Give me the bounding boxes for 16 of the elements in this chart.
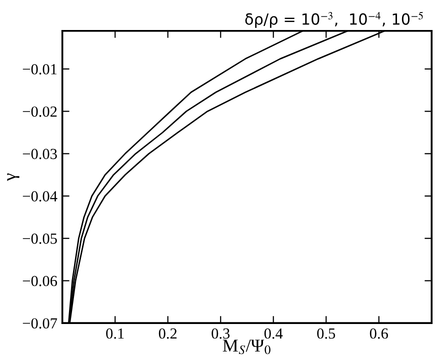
y-tick-label: −0.04 xyxy=(22,191,58,202)
x-tick-label: 0.6 xyxy=(370,328,388,339)
x-axis-title: M$_{S}$/Ψ$_{0}$ xyxy=(222,340,270,354)
x-tick-label: 0.5 xyxy=(317,328,336,339)
x-tick-label: 0.1 xyxy=(106,328,124,339)
y-tick-label: −0.05 xyxy=(22,234,57,244)
y-tick-label: −0.07 xyxy=(22,318,58,329)
y-axis-title: γ xyxy=(7,173,20,181)
x-tick-label: 0.4 xyxy=(264,328,283,339)
x-tick-label: 0.3 xyxy=(212,328,230,339)
y-tick-label: −0.01 xyxy=(22,64,57,74)
y-tick-label: −0.02 xyxy=(22,106,57,117)
y-tick-label: −0.03 xyxy=(22,148,57,160)
y-tick-label: −0.06 xyxy=(22,276,58,286)
x-tick-label: 0.2 xyxy=(158,328,177,339)
text: δρ/ρ = 10$^{−3}$, 10$^{−4}$, 10$^{−5}$ xyxy=(245,12,423,28)
